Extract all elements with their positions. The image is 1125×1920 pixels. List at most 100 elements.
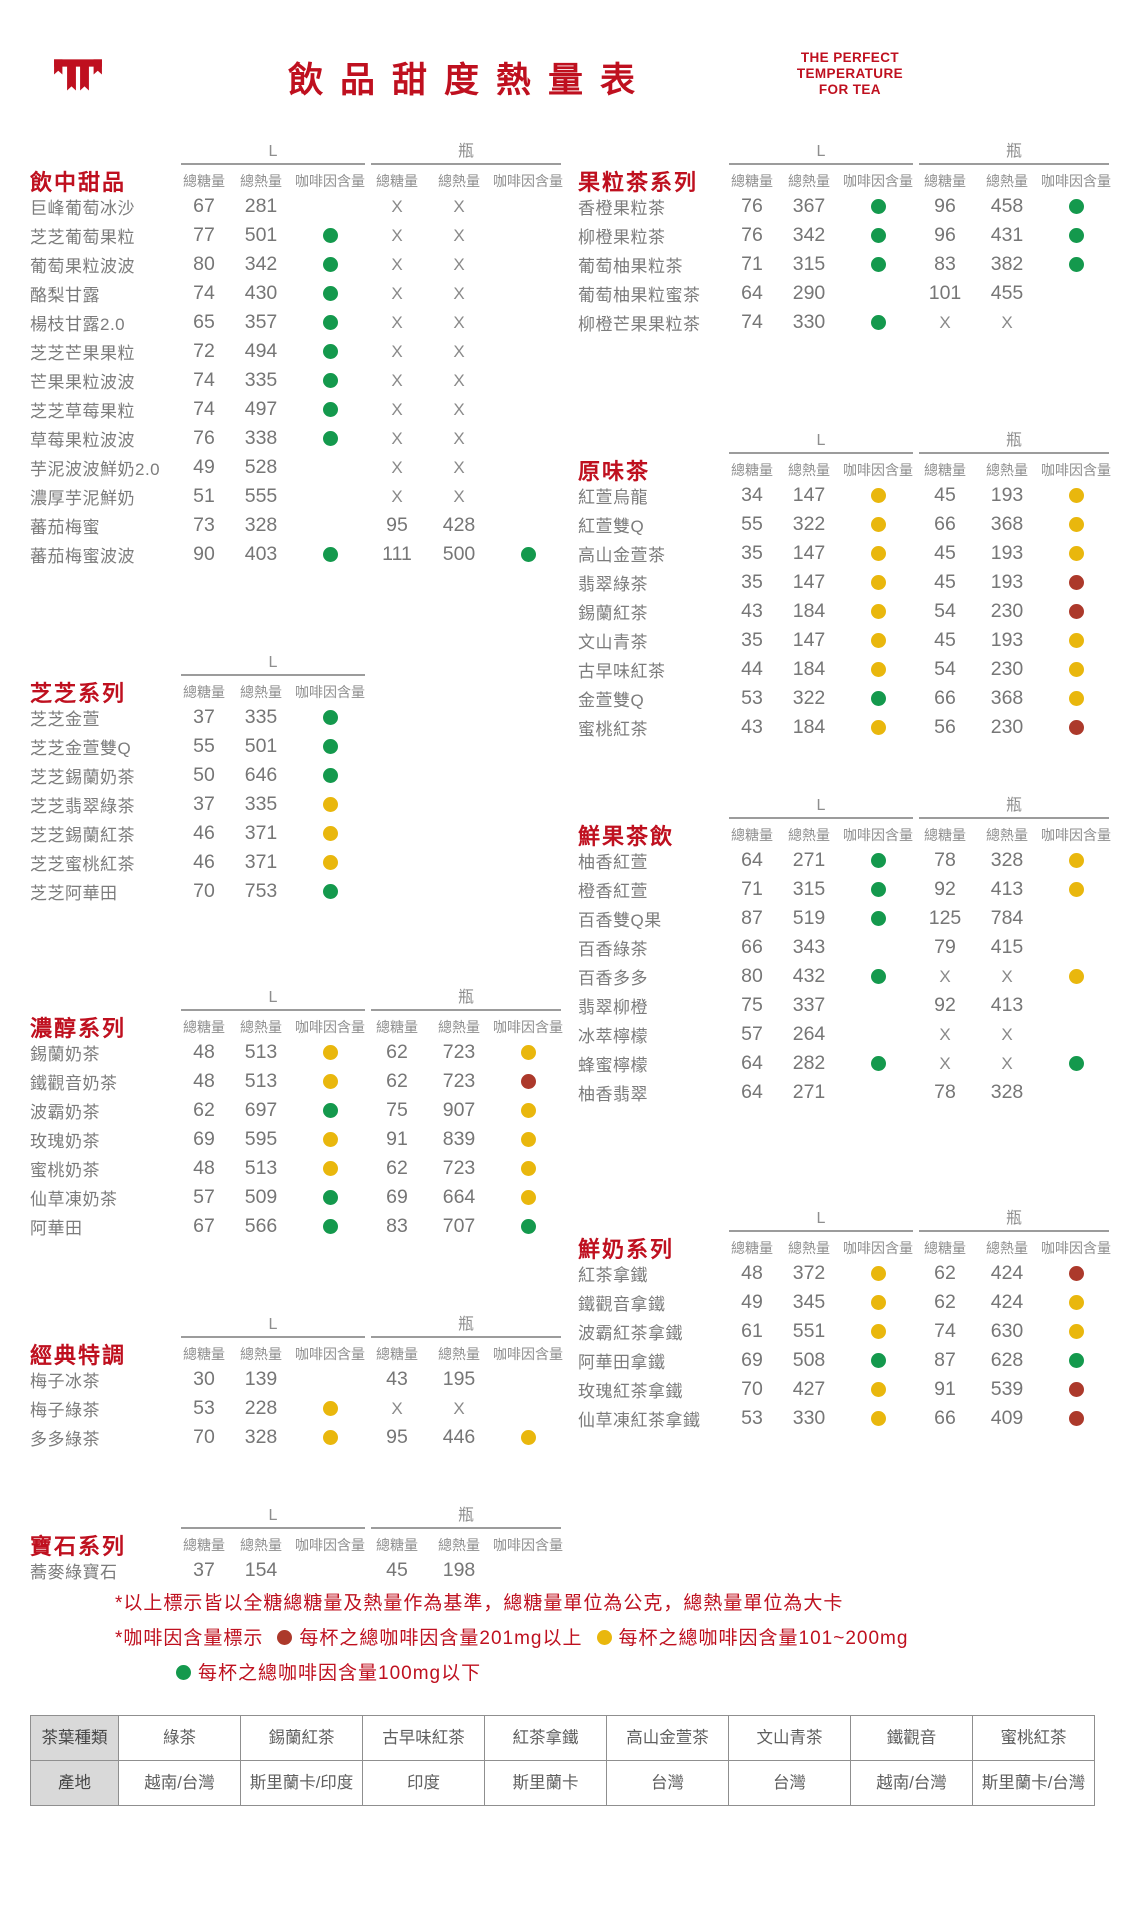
drink-name: 葡萄柚果粒蜜茶 — [578, 286, 701, 305]
caffeine-dot-l-icon — [322, 1102, 338, 1118]
caffeine-dot-bottle-icon — [520, 1218, 536, 1234]
table-row: 多多綠茶 70 328 95 446 — [30, 1423, 578, 1452]
table-row: 芝芝草莓果粒 74 497 X X — [30, 395, 578, 424]
table-row: 芝芝金萱 37 335 — [30, 703, 578, 732]
section-yinzhong: L 瓶飲中甜品 總糖量 總熱量 咖啡因含量 總糖量 總熱量 咖啡因含量 巨峰葡萄冰沙 67 281 X… — [30, 140, 578, 569]
right-column: L 瓶果粒茶系列 總糖量 總熱量 咖啡因含量 總糖量 總熱量 咖啡因含量 香橙果粒茶 76 367 9… — [578, 140, 1125, 1585]
caffeine-cell-bottle — [1040, 574, 1112, 592]
sugar-value-l: 55 — [193, 735, 215, 757]
size-label-l: L — [729, 432, 913, 454]
calorie-value-l: 184 — [792, 658, 826, 680]
sugar-value-l: 64 — [741, 282, 763, 304]
drink-name: 波霸紅茶拿鐵 — [578, 1324, 683, 1343]
caffeine-dot-l-icon — [322, 256, 338, 272]
sugar-value-l: 74 — [193, 369, 215, 391]
caffeine-cell-bottle — [1040, 1410, 1112, 1428]
column-header-sugar-l: 總糖量 — [731, 1240, 773, 1256]
drink-name: 冰萃檸檬 — [578, 1027, 648, 1046]
caffeine-cell-l — [840, 487, 916, 505]
drink-name: 芝芝翡翠綠茶 — [30, 797, 135, 816]
caffeine-dot-bottle-icon — [1068, 881, 1084, 897]
sugar-value-bottle: 43 — [386, 1368, 408, 1390]
sugar-value-bottle: 78 — [934, 849, 956, 871]
size-label-l: L — [181, 1316, 365, 1338]
size-label-bottle: 瓶 — [371, 1316, 561, 1338]
sugar-value-l: 64 — [741, 1052, 763, 1074]
sugar-value-l: 74 — [193, 398, 215, 420]
caffeine-cell-bottle — [1040, 1352, 1112, 1370]
caffeine-cell-l — [292, 1429, 368, 1447]
table-row: 芝芝錫蘭紅茶 46 371 — [30, 819, 578, 848]
calorie-value-l: 430 — [244, 282, 278, 304]
caffeine-cell-l — [840, 516, 916, 534]
sugar-value-bottle: 62 — [386, 1070, 408, 1092]
table-row: 高山金萱茶 35 147 45 193 — [578, 539, 1125, 568]
sugar-value-l: 57 — [193, 1186, 215, 1208]
table-row: 玫瑰紅茶拿鐵 70 427 91 539 — [578, 1375, 1125, 1404]
size-header-row: L — [30, 651, 578, 676]
sugar-value-bottle: 87 — [934, 1349, 956, 1371]
section-zhizhi: L 芝芝系列 總糖量 總熱量 咖啡因含量 芝芝金萱 37 335 芝芝金萱雙Q 55 501 芝芝錫蘭… — [30, 651, 578, 906]
caffeine-cell-bottle — [1040, 968, 1112, 986]
column-header-row: 芝芝系列 總糖量 總熱量 咖啡因含量 — [30, 676, 578, 707]
calorie-value-l: 509 — [244, 1186, 278, 1208]
calorie-value-l: 342 — [244, 253, 278, 275]
caffeine-dot-bottle-icon — [520, 1044, 536, 1060]
sugar-value-bottle: 69 — [386, 1186, 408, 1208]
drink-name: 酪梨甘露 — [30, 286, 100, 305]
column-header-calories-bottle: 總熱量 — [438, 173, 480, 189]
drink-name: 蕃茄梅蜜波波 — [30, 547, 135, 566]
calorie-value-bottle: 413 — [990, 994, 1024, 1016]
calorie-value-l: 184 — [792, 600, 826, 622]
caffeine-cell-l — [292, 709, 368, 727]
column-header-caffeine-bottle: 咖啡因含量 — [1041, 173, 1111, 189]
column-header-caffeine-bottle: 咖啡因含量 — [1041, 1240, 1111, 1256]
table-row: 仙草凍紅茶拿鐵 53 330 66 409 — [578, 1404, 1125, 1433]
sugar-value-l: 72 — [193, 340, 215, 362]
calorie-value-bottle: 195 — [442, 1368, 476, 1390]
tea-type-cell: 綠茶 — [118, 1715, 241, 1761]
table-row: 百香綠茶 66 343 79 415 — [578, 933, 1125, 962]
caffeine-legend: *咖啡因含量標示 每杯之總咖啡因含量201mg以上 每杯之總咖啡因含量101~200… — [115, 1623, 1125, 1650]
calorie-value-bottle: 630 — [990, 1320, 1024, 1342]
sugar-value-l: 37 — [193, 1559, 215, 1581]
calorie-value-l: 501 — [244, 224, 278, 246]
sugar-value-l: 74 — [741, 311, 763, 333]
drink-name: 芝芝蜜桃紅茶 — [30, 855, 135, 874]
drink-name: 濃厚芋泥鮮奶 — [30, 489, 135, 508]
calorie-value-l: 427 — [792, 1378, 826, 1400]
caffeine-dot-l-icon — [322, 709, 338, 725]
sugar-value-bottle: X — [391, 196, 403, 216]
caffeine-dot-l-icon — [322, 401, 338, 417]
section-title: 芝芝系列 — [30, 681, 127, 707]
section-guoli: L 瓶果粒茶系列 總糖量 總熱量 咖啡因含量 總糖量 總熱量 咖啡因含量 香橙果粒茶 76 367 9… — [578, 140, 1125, 337]
caffeine-cell-l — [292, 767, 368, 785]
drink-name: 文山青茶 — [578, 633, 648, 652]
calorie-value-l: 154 — [244, 1559, 278, 1581]
calorie-value-l: 753 — [244, 880, 278, 902]
calorie-value-bottle: 409 — [990, 1407, 1024, 1429]
column-header-caffeine-bottle: 咖啡因含量 — [493, 1346, 563, 1362]
tea-type-cell: 鐵觀音 — [850, 1715, 973, 1761]
tea-type-header: 茶葉種類 — [30, 1715, 119, 1761]
table-row: 蕎麥綠寶石 37 154 45 198 — [30, 1556, 578, 1585]
sugar-value-l: 49 — [741, 1291, 763, 1313]
caffeine-dot-bottle-icon — [520, 1131, 536, 1147]
table-row: 葡萄柚果粒蜜茶 64 290 101 455 — [578, 279, 1125, 308]
table-row: 阿華田 67 566 83 707 — [30, 1212, 578, 1241]
column-header-row: 經典特調 總糖量 總熱量 咖啡因含量 總糖量 總熱量 咖啡因含量 — [30, 1338, 578, 1369]
caffeine-cell-l — [292, 546, 368, 564]
column-header-row: 鮮奶系列 總糖量 總熱量 咖啡因含量 總糖量 總熱量 咖啡因含量 — [578, 1232, 1125, 1263]
origin-cell: 斯里蘭卡 — [484, 1760, 607, 1806]
caffeine-dot-bottle-icon — [1068, 1265, 1084, 1281]
sugar-value-l: 35 — [741, 629, 763, 651]
drink-name: 芝芝阿華田 — [30, 884, 118, 903]
caffeine-cell-l — [292, 1400, 368, 1418]
caffeine-dot-l-icon — [322, 1189, 338, 1205]
legend-low-label: 每杯之總咖啡因含量100mg以下 — [198, 1663, 482, 1684]
sugar-value-l: 49 — [193, 456, 215, 478]
origin-header: 產地 — [30, 1760, 119, 1806]
